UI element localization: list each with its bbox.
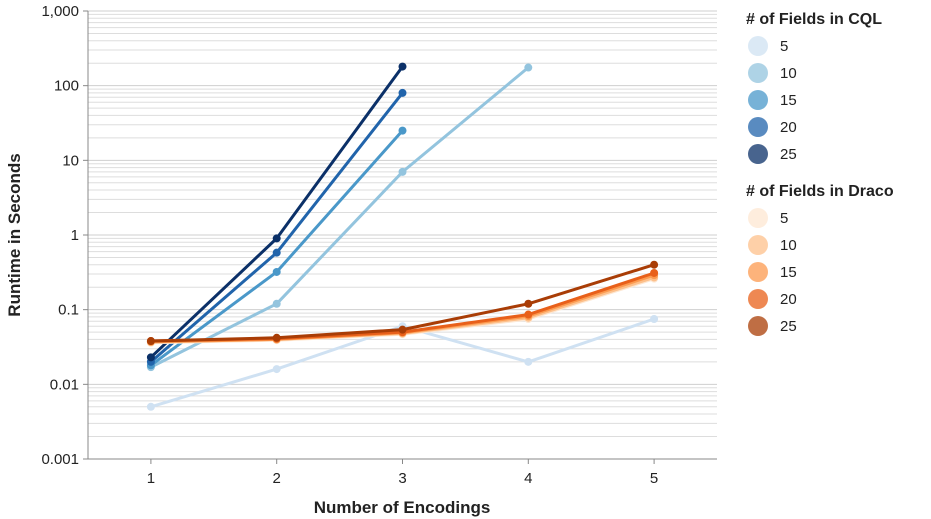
legend-title: # of Fields in Draco	[746, 183, 894, 200]
data-point	[650, 268, 659, 277]
data-point	[398, 167, 407, 176]
data-point	[272, 267, 281, 276]
data-point	[398, 126, 407, 135]
data-point	[272, 365, 281, 374]
legend-symbol	[748, 289, 768, 309]
legend-label: 20	[780, 119, 797, 136]
series-line	[149, 66, 530, 369]
data-point	[524, 63, 533, 72]
legend-label: 5	[780, 210, 788, 227]
legend-symbol	[748, 90, 768, 110]
data-point	[146, 402, 155, 411]
data-point	[524, 310, 533, 319]
legend-label: 10	[780, 237, 797, 254]
axes: 0.001 0.01 0.1 1 10 100 1,000 1 2 3 4 5	[41, 3, 717, 487]
data-point	[524, 357, 533, 366]
data-point	[146, 353, 155, 362]
legend-label: 20	[780, 291, 797, 308]
legend-label: 15	[780, 264, 797, 281]
data-point	[272, 248, 281, 257]
legend-label: 15	[780, 92, 797, 109]
legend-group-1: # of Fields in CQL 5 10 15 20 25	[746, 11, 882, 164]
series-draco-25	[146, 260, 659, 346]
y-tick-label: 0.001	[41, 451, 79, 468]
y-tick-label: 0.01	[50, 376, 79, 393]
legend-symbol	[748, 63, 768, 83]
data-point	[272, 234, 281, 243]
legend-label: 25	[780, 318, 797, 335]
data-point	[650, 260, 659, 269]
legend-symbol	[748, 235, 768, 255]
data-point	[146, 337, 155, 346]
legend-symbol	[748, 36, 768, 56]
data-point	[272, 333, 281, 342]
legend-label: 25	[780, 146, 797, 163]
data-point	[398, 88, 407, 97]
data-point	[524, 299, 533, 308]
y-axis-title: Runtime in Seconds	[5, 153, 24, 316]
legend-symbol	[748, 208, 768, 228]
x-tick-label: 2	[273, 470, 281, 487]
y-tick-label: 100	[54, 78, 79, 95]
y-tick-label: 1	[71, 227, 79, 244]
gridlines	[88, 10, 717, 460]
legend-symbol	[748, 262, 768, 282]
x-axis-title: Number of Encodings	[314, 498, 491, 517]
x-tick-label: 5	[650, 470, 658, 487]
legend-symbol	[748, 117, 768, 137]
series-cql-25	[146, 62, 407, 362]
legend-label: 10	[780, 65, 797, 82]
legend-symbol	[748, 316, 768, 336]
y-tick-label: 10	[62, 152, 79, 169]
legend-group-2: # of Fields in Draco 5 10 15 20 25	[746, 183, 894, 336]
y-tick-label: 0.1	[58, 302, 79, 319]
data-point	[272, 299, 281, 308]
data-point	[398, 325, 407, 334]
data-point	[650, 314, 659, 323]
x-tick-label: 1	[147, 470, 155, 487]
legend-symbol	[748, 144, 768, 164]
x-tick-label: 3	[398, 470, 406, 487]
data-point	[398, 62, 407, 71]
legend-title: # of Fields in CQL	[746, 11, 882, 28]
legend-label: 5	[780, 38, 788, 55]
y-tick-label: 1,000	[41, 3, 79, 20]
series-cql-20	[146, 88, 407, 366]
x-tick-label: 4	[524, 470, 532, 487]
series-layer	[146, 62, 659, 411]
